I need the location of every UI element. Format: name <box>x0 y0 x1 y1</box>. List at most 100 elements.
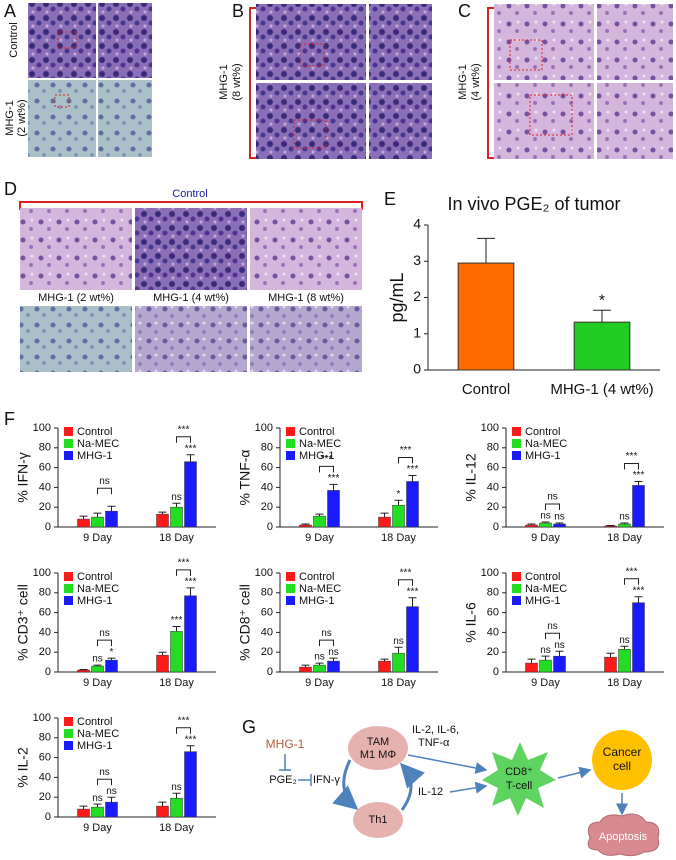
error-bar <box>394 646 403 654</box>
micrograph <box>20 208 132 290</box>
panel-label: A <box>4 1 16 21</box>
error-bar <box>380 512 389 518</box>
y-tick-label: 0 <box>413 361 421 377</box>
caption: MHG-1 <box>457 64 469 99</box>
significance: *** <box>171 615 183 626</box>
bracket <box>624 578 639 585</box>
error-bar <box>107 505 116 512</box>
y-tick-label: 20 <box>39 501 51 513</box>
zoom-box <box>293 119 327 149</box>
bar <box>77 808 90 818</box>
node-label: Th1 <box>369 814 388 826</box>
bar <box>604 525 617 528</box>
bracket <box>487 7 496 159</box>
panel-label: B <box>232 1 244 21</box>
legend-label: MHG-1 <box>77 595 112 607</box>
zoom-box <box>529 94 573 136</box>
micrograph <box>20 306 132 372</box>
y-tick-label: 0 <box>267 666 273 678</box>
panel-label: E <box>384 189 396 209</box>
error-bar <box>380 658 389 662</box>
x-tick-label: 18 Day <box>381 677 416 689</box>
bar <box>392 504 405 528</box>
node-label: cell <box>613 759 631 773</box>
error-bar <box>634 596 643 603</box>
error-bar <box>172 792 181 799</box>
error-bar <box>93 664 102 667</box>
bar <box>618 648 631 673</box>
y-tick-label: 0 <box>45 521 51 533</box>
zoom-box <box>509 39 543 71</box>
significance: ns <box>99 628 110 639</box>
bar <box>327 490 340 528</box>
y-tick-label: 100 <box>481 567 499 579</box>
bar <box>184 461 197 528</box>
zoom-box <box>54 94 70 108</box>
micrograph <box>250 208 362 290</box>
error-bar <box>107 796 116 803</box>
significance: * <box>110 647 114 658</box>
row-label: Control <box>8 22 20 57</box>
node <box>592 730 652 790</box>
bar <box>378 660 391 673</box>
node-label: TAM <box>367 736 389 748</box>
significance: ns <box>540 645 551 656</box>
bracket <box>97 487 112 495</box>
y-tick-label: 100 <box>33 567 51 579</box>
significance: *** <box>626 566 638 577</box>
legend-swatch <box>286 584 295 593</box>
error-bar <box>315 513 324 517</box>
caption: MHG-1 (4 wt%) <box>153 292 229 304</box>
y-tick-label: 100 <box>255 422 273 434</box>
significance: ns <box>619 512 630 523</box>
y-tick-label: 0 <box>45 811 51 823</box>
error-bar <box>541 521 550 524</box>
x-tick-label: 9 Day <box>531 677 560 689</box>
error-bar <box>158 511 167 515</box>
significance: * <box>599 292 605 309</box>
node <box>353 802 403 838</box>
x-tick-label: 18 Day <box>159 822 194 834</box>
diagram: G MHG-1 PGE₂ IFN-γ TAM M1 MΦ Th1 IL-2, I… <box>242 717 660 857</box>
significance: ns <box>106 786 117 797</box>
error-bar <box>329 657 338 662</box>
legend-swatch <box>512 451 521 460</box>
bar <box>392 652 405 673</box>
bar <box>604 656 617 673</box>
significance: ns <box>99 476 110 487</box>
legend-label: Na-MEC <box>77 583 119 595</box>
panel-label: G <box>242 717 256 737</box>
legend-label: MHG-1 <box>77 740 112 752</box>
y-tick-label: 3 <box>413 252 421 268</box>
node-label: TNF-α <box>418 737 450 749</box>
significance: *** <box>178 715 190 726</box>
bar <box>170 797 183 818</box>
y-tick-label: 100 <box>481 422 499 434</box>
micrograph <box>250 306 362 372</box>
y-tick-label: 80 <box>39 442 51 454</box>
legend-swatch <box>64 584 73 593</box>
error-bar <box>555 522 564 525</box>
y-tick-label: 0 <box>493 521 499 533</box>
legend-label: MHG-1 <box>77 450 112 462</box>
bar <box>573 321 631 371</box>
node-label: PGE₂ <box>269 774 297 786</box>
legend-swatch <box>64 741 73 750</box>
bar <box>77 669 90 673</box>
x-tick-label: MHG-1 (4 wt%) <box>550 381 653 398</box>
significance: ns <box>314 652 325 663</box>
error-bar <box>620 645 629 650</box>
significance: ns <box>92 793 103 804</box>
inhibit <box>279 754 291 771</box>
y-tick-label: 60 <box>39 607 51 619</box>
micrograph <box>256 4 366 80</box>
significance: ns <box>328 647 339 658</box>
node-label: MHG-1 <box>266 737 305 751</box>
y-axis-label: % CD3⁺ cell <box>15 584 31 661</box>
node <box>348 726 408 770</box>
legend-label: Control <box>77 426 112 438</box>
bar <box>553 523 566 528</box>
error-bar <box>186 454 195 462</box>
histology: A Control MHG-1 (2 wt%) B MHG-1 (8 wt%) … <box>4 1 673 372</box>
bracket <box>176 727 191 734</box>
